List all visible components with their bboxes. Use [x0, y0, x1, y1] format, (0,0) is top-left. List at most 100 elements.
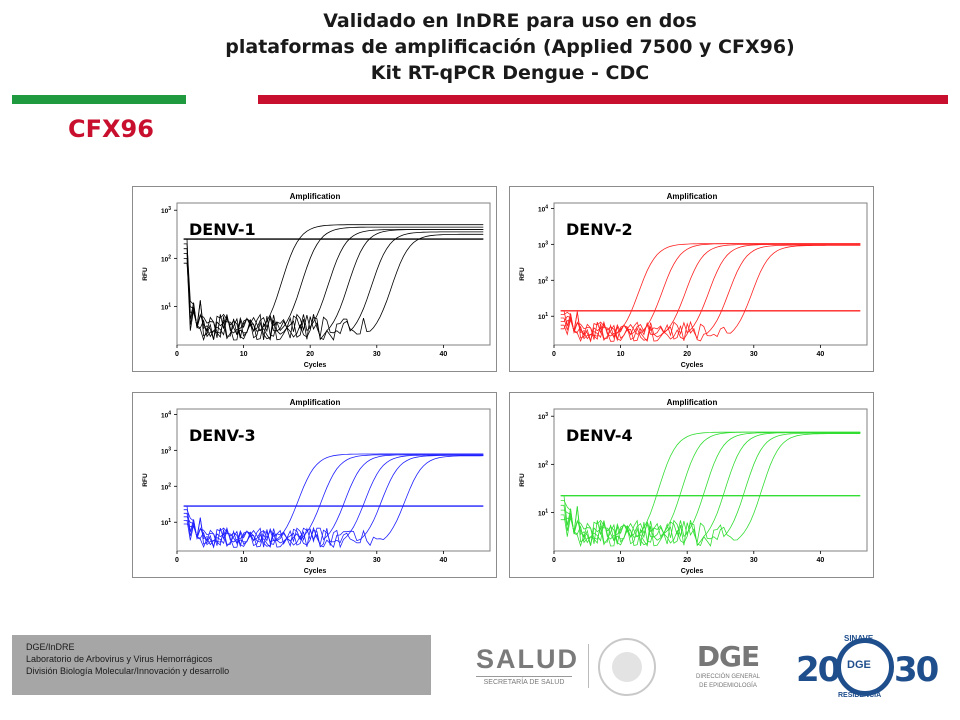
x-tick-label: 30	[373, 557, 381, 564]
y-tick-label: 102	[538, 460, 548, 469]
amplification-curve	[560, 244, 861, 343]
green-divider	[12, 95, 186, 104]
amplification-curve	[183, 229, 484, 341]
x-tick-label: 20	[306, 351, 314, 358]
dge-logo-word: DGE	[696, 640, 760, 673]
amplification-curve	[183, 454, 484, 549]
chart-title: Amplification	[290, 192, 341, 201]
footer-line-1: DGE/InDRE	[26, 642, 75, 652]
x-tick-label: 0	[175, 557, 179, 564]
amplification-curve	[183, 455, 484, 547]
y-tick-label: 102	[161, 482, 171, 491]
chart-title: Amplification	[667, 192, 718, 201]
dge-logo-subtitle-2: DE EPIDEMIOLOGÍA	[699, 683, 757, 689]
y-axis-label: RFU	[142, 473, 149, 487]
x-tick-label: 30	[750, 351, 758, 358]
x-axis-label: Cycles	[304, 568, 327, 575]
y-tick-label: 103	[538, 240, 548, 249]
sinave-bottom-text: RESIDENCIA	[838, 692, 882, 699]
amplification-curve	[183, 231, 484, 341]
sinave-year-right: 30	[894, 650, 939, 690]
section-title: CFX96	[68, 115, 154, 143]
footer-line-3: División Biología Molecular/Innovación y…	[26, 666, 230, 676]
x-tick-label: 10	[617, 351, 625, 358]
x-tick-label: 40	[439, 557, 447, 564]
y-tick-label: 104	[161, 410, 171, 419]
salud-logo: SALUD SECRETARÍA DE SALUD	[476, 644, 579, 686]
dge-logo: DGE DIRECCIÓN GENERAL DE EPIDEMIOLOGÍA	[676, 642, 780, 690]
amplification-curve	[183, 224, 484, 336]
y-tick-label: 102	[161, 254, 171, 263]
dge-logo-subtitle-1: DIRECCIÓN GENERAL	[695, 674, 760, 680]
x-axis-label: Cycles	[304, 362, 327, 369]
amplification-chart-denv-1: Amplification 0 10 20 30 40 101 102 103 Cycles RFU…	[142, 192, 491, 369]
amplification-curve	[560, 433, 861, 545]
x-tick-label: 10	[240, 557, 248, 564]
y-axis-label: RFU	[519, 473, 526, 487]
y-tick-label: 101	[161, 302, 171, 311]
y-tick-label: 103	[538, 412, 548, 421]
x-tick-label: 40	[439, 351, 447, 358]
serotype-label: DENV-3	[189, 426, 256, 445]
y-tick-label: 101	[538, 312, 548, 321]
x-tick-label: 40	[816, 557, 824, 564]
sinave-2030-logo: 20 DGE 30 SINAVE RESIDENCIA	[792, 634, 942, 700]
amplification-curve	[560, 432, 861, 547]
serotype-label: DENV-2	[566, 220, 633, 239]
x-axis-label: Cycles	[681, 362, 704, 369]
x-tick-label: 10	[617, 557, 625, 564]
x-axis-label: Cycles	[681, 568, 704, 575]
x-tick-label: 40	[816, 351, 824, 358]
sinave-center-text: DGE	[847, 659, 871, 671]
page-title: Validado en InDRE para uso en dos plataf…	[0, 8, 960, 86]
salud-logo-word: SALUD	[476, 644, 579, 674]
chart-panel-denv-2: Amplification 0 10 20 30 40 101 102 103 104 Cycles…	[509, 186, 874, 372]
logo-strip: SALUD SECRETARÍA DE SALUD DGE DIRECCIÓN …	[470, 630, 950, 702]
title-line-3: Kit RT-qPCR Dengue - CDC	[370, 62, 650, 84]
chart-panel-denv-4: Amplification 0 10 20 30 40 101 102 103 Cycles RFU…	[509, 392, 874, 578]
amplification-curve	[183, 233, 484, 339]
red-divider	[258, 95, 948, 104]
salud-logo-subtitle: SECRETARÍA DE SALUD	[476, 676, 572, 686]
x-tick-label: 30	[750, 557, 758, 564]
x-tick-label: 0	[175, 351, 179, 358]
chart-title: Amplification	[667, 398, 718, 407]
logo-divider	[588, 644, 589, 688]
footer-info-box: DGE/InDRE Laboratorio de Arbovirus y Vir…	[12, 635, 431, 695]
y-tick-label: 103	[161, 446, 171, 455]
amplification-curve	[183, 455, 484, 549]
x-tick-label: 30	[373, 351, 381, 358]
chart-panel-denv-3: Amplification 0 10 20 30 40 101 102 103 104 Cycles…	[132, 392, 497, 578]
x-tick-label: 0	[552, 351, 556, 358]
serotype-label: DENV-4	[566, 426, 633, 445]
x-tick-label: 20	[683, 557, 691, 564]
sinave-ring: DGE	[836, 638, 894, 696]
sinave-top-text: SINAVE	[844, 634, 874, 643]
amplification-curve	[560, 243, 861, 342]
x-tick-label: 0	[552, 557, 556, 564]
x-tick-label: 10	[240, 351, 248, 358]
mexico-seal-logo	[598, 638, 656, 696]
amplification-chart-denv-3: Amplification 0 10 20 30 40 101 102 103 104 Cycles…	[142, 398, 491, 575]
serotype-label: DENV-1	[189, 220, 256, 239]
y-axis-label: RFU	[519, 267, 526, 281]
amplification-chart-denv-2: Amplification 0 10 20 30 40 101 102 103 104 Cycles…	[519, 192, 868, 369]
title-line-1: Validado en InDRE para uso en dos	[323, 10, 697, 32]
amplification-curve	[560, 432, 861, 547]
title-line-2: plataformas de amplificación (Applied 75…	[225, 36, 795, 58]
amplification-curve	[183, 453, 484, 544]
amplification-curve	[560, 245, 861, 340]
sinave-year-left: 20	[796, 650, 841, 690]
amplification-chart-denv-4: Amplification 0 10 20 30 40 101 102 103 Cycles RFU…	[519, 398, 868, 575]
y-tick-label: 103	[161, 206, 171, 215]
y-tick-label: 104	[538, 204, 548, 213]
y-axis-label: RFU	[142, 267, 149, 281]
x-tick-label: 20	[306, 557, 314, 564]
x-tick-label: 20	[683, 351, 691, 358]
y-tick-label: 102	[538, 276, 548, 285]
chart-panel-denv-1: Amplification 0 10 20 30 40 101 102 103 Cycles RFU…	[132, 186, 497, 372]
chart-title: Amplification	[290, 398, 341, 407]
y-tick-label: 101	[161, 518, 171, 527]
footer-line-2: Laboratorio de Arbovirus y Virus Hemorrá…	[26, 654, 213, 664]
plot-area	[553, 202, 868, 346]
